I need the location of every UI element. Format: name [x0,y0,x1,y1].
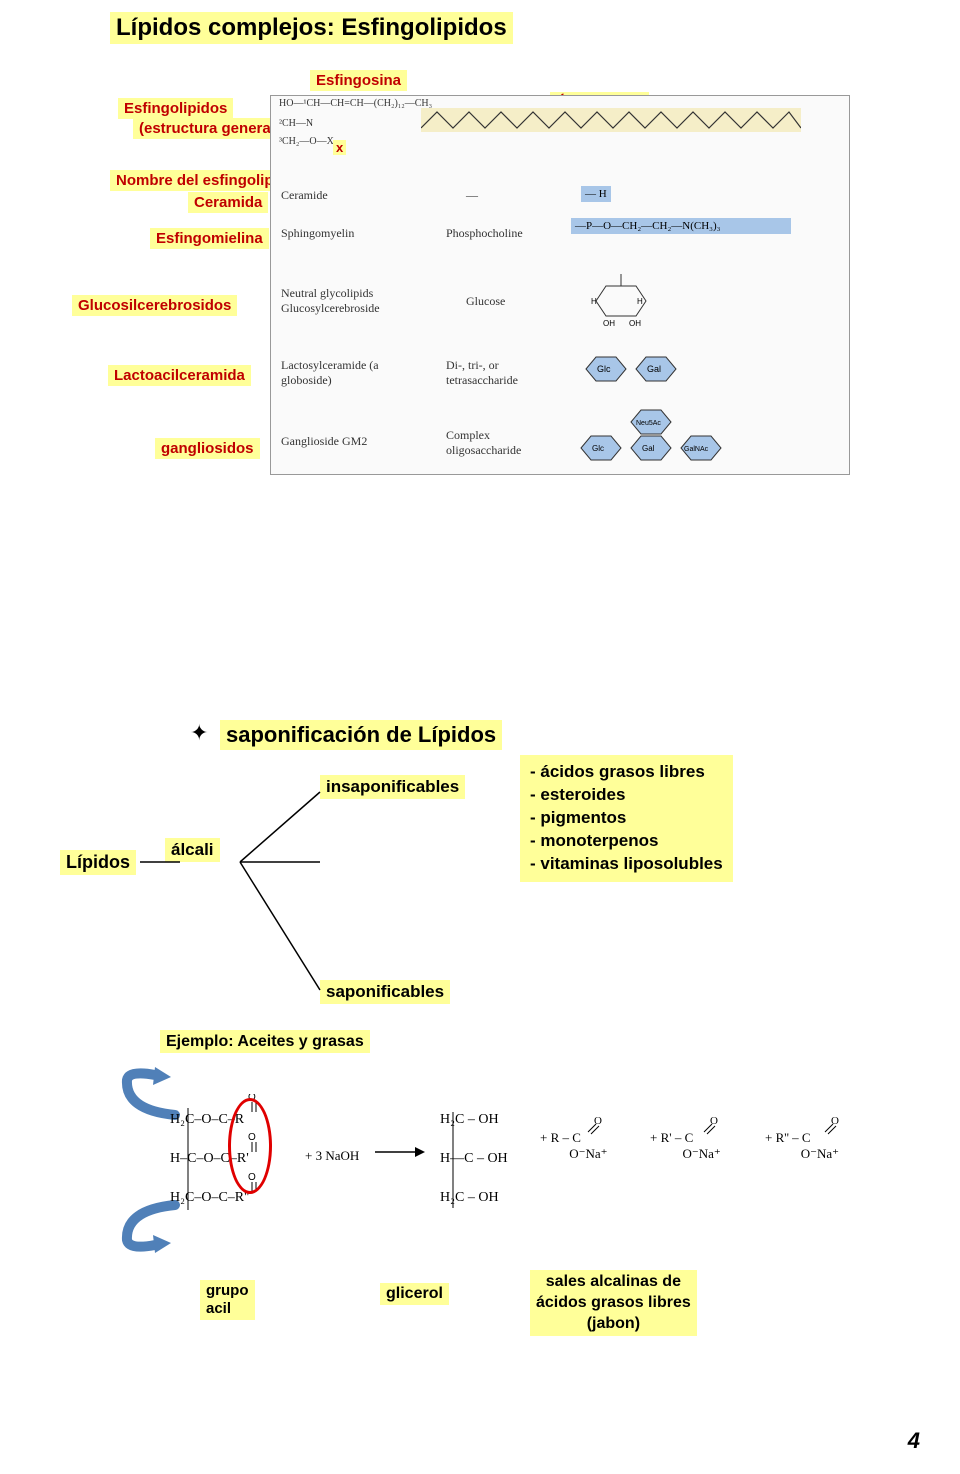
formula-line1: HO—¹CH—CH=CH—(CH₂)₁₂—CH₃ [279,98,432,109]
row-ceramide-struct: — H [581,186,611,202]
row-sphingo-x: Phosphocholine [446,226,523,241]
list-item: - esteroides [530,784,723,807]
list-insaponificables: - ácidos grasos libres - esteroides - pi… [520,755,733,882]
label-lipidos: Lípidos [60,850,136,875]
glycerol-bonds-icon [440,1108,460,1214]
title-slide1: Lípidos complejos: Esfingolipidos [110,12,513,44]
row-glyco-x: Glucose [466,294,505,309]
row-gang-x: Complex oligosaccharide [446,428,556,458]
fatty-acid-zigzag [421,106,801,134]
disaccharide-icon: Glc Gal [581,351,691,387]
sphingolipid-table: HO—¹CH—CH=CH—(CH₂)₁₂—CH₃ ²CH—N ³CH₂—O—X … [270,95,850,475]
label-sales: sales alcalinas deácidos grasos libres(j… [530,1270,697,1336]
arrow-icon [375,1142,425,1162]
label-gangliosidos: gangliosidos [155,438,260,459]
row-lacto-x: Di-, tri-, or tetrasaccharide [446,358,556,388]
list-item: - vitaminas liposolubles [530,853,723,876]
star-icon: ✦ [190,720,208,746]
list-item: - pigmentos [530,807,723,830]
svg-text:CH₂OH: CH₂OH [609,274,636,275]
branch-lines [130,780,510,1010]
svg-text:H: H [591,297,597,306]
title-slide2: saponificación de Lípidos [220,720,502,750]
red-circle-icon [228,1098,272,1194]
label-ejemplo: Ejemplo: Aceites y grasas [160,1030,370,1053]
svg-text:OH: OH [629,319,641,328]
label-lactoacilceramida: Lactoacilceramida [108,365,251,386]
label-glicerol: glicerol [380,1283,449,1305]
formula-line2: ²CH—N [279,118,313,129]
label-esfingomielina: Esfingomielina [150,228,269,249]
salt2: + R' – C O⁻Na⁺ O [650,1130,721,1162]
label-grupo-acil: grupoacil [200,1280,255,1320]
row-lacto-name: Lactosylceramide (a globoside) [281,358,421,388]
svg-text:OH: OH [603,319,615,328]
label-esfingosina: Esfingosina [310,70,407,91]
salt3: + R'' – C O⁻Na⁺ O [765,1130,839,1162]
glucose-ring-icon: CH₂OH H H OH OH [591,274,651,328]
svg-text:Glc: Glc [592,444,604,453]
svg-text:H: H [637,297,643,306]
salt1: + R – C O⁻Na⁺ O [540,1130,608,1162]
formula-line3: ³CH₂—O—X [279,136,334,147]
row-ceramide-x: — [466,188,478,203]
svg-text:GalNAc: GalNAc [684,446,709,453]
list-item: - monoterpenos [530,830,723,853]
label-glucosilcerebrosidos: Glucosilcerebrosidos [72,295,237,316]
label-estructura-general: (estructura general [133,118,281,139]
svg-text:Gal: Gal [647,364,661,374]
row-ceramide-name: Ceramide [281,188,328,203]
plus-naoh: + 3 NaOH [305,1148,359,1164]
row-sphingo-name: Sphingomyelin [281,226,354,241]
row-sphingo-struct: —P—O—CH₂—CH₂—N(CH₃)₃ [571,218,791,234]
svg-text:Neu5Ac: Neu5Ac [636,420,661,427]
label-esfingolipidos: Esfingolipidos [118,98,233,119]
label-x-small: x [333,140,346,155]
list-item: - ácidos grasos libres [530,761,723,784]
row-gang-name: Ganglioside GM2 [281,434,367,449]
page-number: 4 [908,1428,920,1454]
svg-text:Gal: Gal [642,444,655,453]
svg-text:Glc: Glc [597,364,611,374]
saponification-reaction: H₂C–O–C–R H–C–O–C–R' H₂C–O–C–R'' O O O +… [130,1080,850,1280]
oligosaccharide-icon: Glc Gal GalNAc Neu5Ac [576,408,766,468]
label-ceramida: Ceramida [188,192,268,213]
row-glyco-name: Neutral glycolipids Glucosylcerebroside [281,286,421,316]
